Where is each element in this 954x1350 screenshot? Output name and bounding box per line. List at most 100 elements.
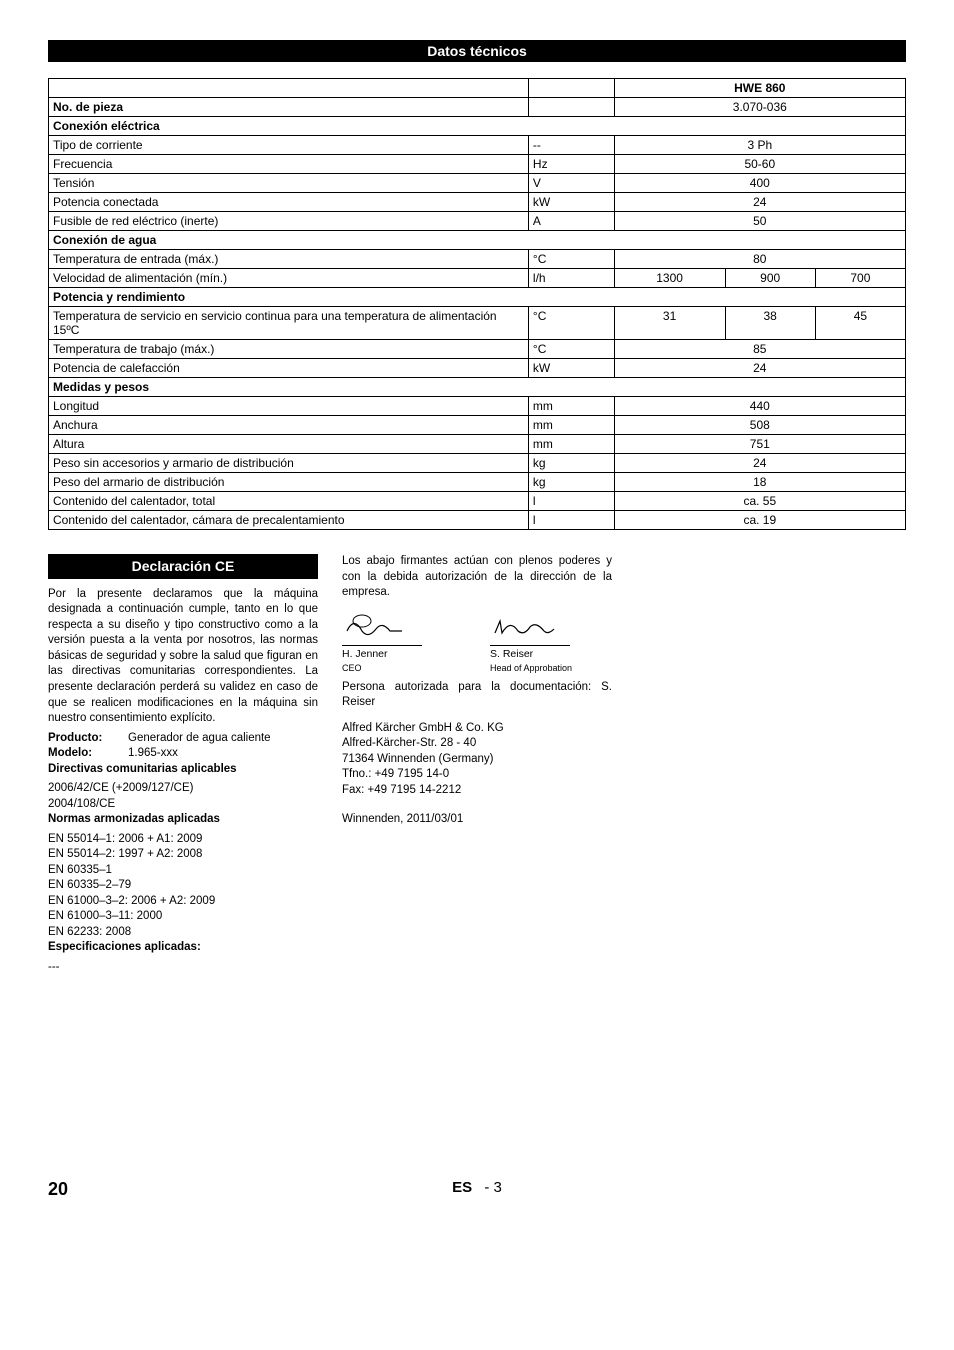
table-cell: Fusible de red eléctrico (inerte) [49, 212, 529, 231]
table-cell: kW [528, 359, 614, 378]
table-cell: kg [528, 454, 614, 473]
section-cell: Medidas y pesos [49, 378, 906, 397]
model-value: 1.965-xxx [128, 746, 178, 762]
table-row: Temperatura de servicio en servicio cont… [49, 307, 906, 340]
list-item: EN 62233: 2008 [48, 925, 318, 941]
table-cell: 50-60 [614, 155, 905, 174]
sig2-title: Head of Approbation [490, 662, 612, 674]
table-row: Temperatura de entrada (máx.)°C80 [49, 250, 906, 269]
product-row: Producto: Generador de agua caliente [48, 731, 318, 747]
section-header-declaration: Declaración CE [48, 554, 318, 579]
footer-lang: ES [452, 1179, 472, 1196]
product-label: Producto: [48, 731, 118, 747]
table-cell: 80 [614, 250, 905, 269]
table-cell: Tipo de corriente [49, 136, 529, 155]
table-cell: Tensión [49, 174, 529, 193]
table-cell: 45 [815, 307, 905, 340]
table-row: Contenido del calentador, totallca. 55 [49, 492, 906, 511]
sig1-title: CEO [342, 662, 464, 674]
table-row: TensiónV400 [49, 174, 906, 193]
directives-list: 2006/42/CE (+2009/127/CE)2004/108/CE [48, 781, 318, 812]
table-cell: 440 [614, 397, 905, 416]
declaration-date: Winnenden, 2011/03/01 [342, 812, 612, 828]
table-row: No. de pieza 3.070-036 [49, 98, 906, 117]
table-row: Conexión eléctrica [49, 117, 906, 136]
signature-2: S. Reiser Head of Approbation [490, 611, 612, 674]
list-item: EN 61000–3–11: 2000 [48, 909, 318, 925]
table-cell: 751 [614, 435, 905, 454]
page-footer: 20 ES - 3 [48, 1179, 906, 1200]
table-cell: No. de pieza [49, 98, 529, 117]
specs-value: --- [48, 960, 318, 976]
table-cell: 85 [614, 340, 905, 359]
table-cell: Temperatura de trabajo (máx.) [49, 340, 529, 359]
table-cell: °C [528, 307, 614, 340]
table-row: Alturamm751 [49, 435, 906, 454]
table-cell: Contenido del calentador, cámara de prec… [49, 511, 529, 530]
signature-icon [490, 611, 560, 641]
table-cell: Peso sin accesorios y armario de distrib… [49, 454, 529, 473]
directives-heading: Directivas comunitarias aplicables [48, 762, 318, 778]
declaration-intro: Por la presente declaramos que la máquin… [48, 587, 318, 727]
table-cell: V [528, 174, 614, 193]
section-cell: Conexión de agua [49, 231, 906, 250]
list-item: EN 60335–1 [48, 863, 318, 879]
model-row: Modelo: 1.965-xxx [48, 746, 318, 762]
table-cell: 700 [815, 269, 905, 288]
address-line: Alfred Kärcher GmbH & Co. KG [342, 721, 612, 737]
table-cell: l [528, 511, 614, 530]
table-row: Temperatura de trabajo (máx.)°C85 [49, 340, 906, 359]
table-cell: 508 [614, 416, 905, 435]
address-line: Alfred-Kärcher-Str. 28 - 40 [342, 736, 612, 752]
table-row: Velocidad de alimentación (mín.)l/h13009… [49, 269, 906, 288]
table-cell: Longitud [49, 397, 529, 416]
table-cell: ca. 19 [614, 511, 905, 530]
table-cell [528, 98, 614, 117]
section-cell: Conexión eléctrica [49, 117, 906, 136]
address-line: Tfno.: +49 7195 14-0 [342, 767, 612, 783]
section-cell: Potencia y rendimiento [49, 288, 906, 307]
table-cell: l [528, 492, 614, 511]
col-left: Declaración CE Por la presente declaramo… [48, 554, 318, 979]
table-row: Longitudmm440 [49, 397, 906, 416]
product-header: HWE 860 [614, 79, 905, 98]
table-cell: Altura [49, 435, 529, 454]
list-item: EN 55014–2: 1997 + A2: 2008 [48, 847, 318, 863]
table-cell: Contenido del calentador, total [49, 492, 529, 511]
table-cell: -- [528, 136, 614, 155]
table-row: FrecuenciaHz50-60 [49, 155, 906, 174]
table-cell: 38 [725, 307, 815, 340]
table-cell: mm [528, 435, 614, 454]
auth-text: Persona autorizada para la documentación… [342, 680, 612, 711]
table-row: Potencia conectadakW24 [49, 193, 906, 212]
table-cell: Anchura [49, 416, 529, 435]
model-label: Modelo: [48, 746, 118, 762]
table-cell: 50 [614, 212, 905, 231]
specs-table: HWE 860 No. de pieza 3.070-036Conexión el… [48, 78, 906, 530]
table-row: Potencia y rendimiento [49, 288, 906, 307]
table-cell: Potencia conectada [49, 193, 529, 212]
table-cell: Frecuencia [49, 155, 529, 174]
table-row: Anchuramm508 [49, 416, 906, 435]
table-cell: Hz [528, 155, 614, 174]
footer-sub: - 3 [484, 1179, 502, 1196]
table-cell: Potencia de calefacción [49, 359, 529, 378]
signers-text: Los abajo firmantes actúan con plenos po… [342, 554, 612, 601]
address-line: Fax: +49 7195 14-2212 [342, 783, 612, 799]
table-cell: 3 Ph [614, 136, 905, 155]
sig2-name: S. Reiser [490, 645, 570, 661]
table-cell: 1300 [614, 269, 725, 288]
table-row: Peso del armario de distribuciónkg18 [49, 473, 906, 492]
columns: Declaración CE Por la presente declaramo… [48, 554, 906, 979]
table-header-row: HWE 860 [49, 79, 906, 98]
table-row: Medidas y pesos [49, 378, 906, 397]
section-header-datos: Datos técnicos [48, 40, 906, 62]
col-right [636, 554, 906, 979]
signature-icon [342, 611, 412, 641]
address-line: 71364 Winnenden (Germany) [342, 752, 612, 768]
table-cell: Temperatura de servicio en servicio cont… [49, 307, 529, 340]
table-cell: °C [528, 340, 614, 359]
table-cell: 3.070-036 [614, 98, 905, 117]
table-row: Contenido del calentador, cámara de prec… [49, 511, 906, 530]
list-item: 2004/108/CE [48, 797, 318, 813]
